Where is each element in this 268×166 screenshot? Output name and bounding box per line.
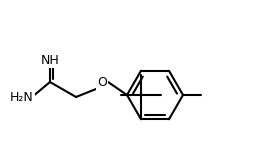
Text: H₂N: H₂N — [10, 90, 34, 103]
Text: NH: NH — [41, 53, 59, 67]
Text: O: O — [97, 76, 107, 88]
